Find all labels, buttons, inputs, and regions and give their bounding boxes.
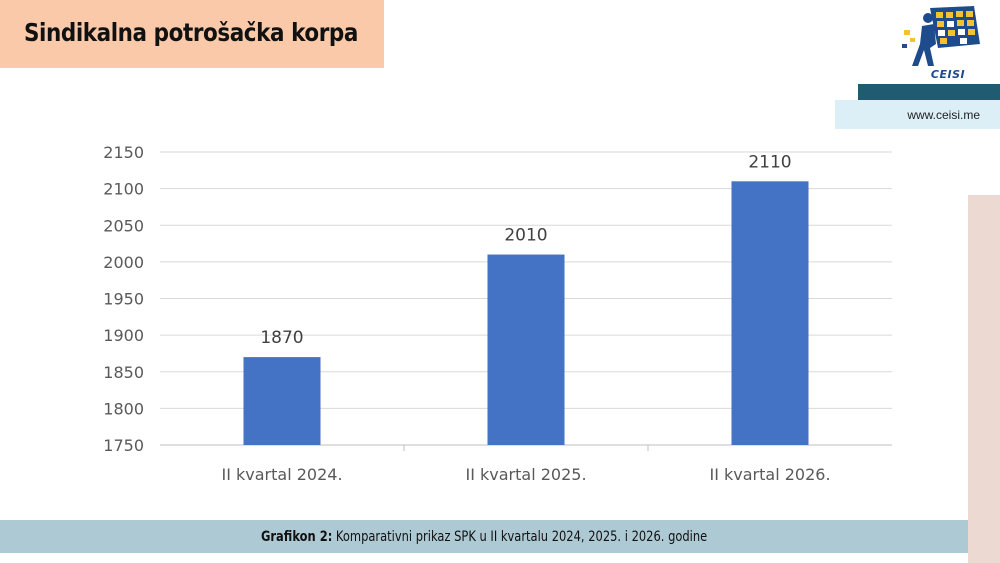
bar-data-label: 2110 [748, 152, 791, 172]
y-tick-label: 2150 [103, 143, 144, 162]
y-tick-label: 1950 [103, 290, 144, 309]
x-category-label: II kvartal 2026. [709, 465, 830, 484]
site-url[interactable]: www.ceisi.me [907, 108, 980, 122]
bar-data-label: 2010 [504, 226, 547, 246]
y-tick-label: 1800 [103, 399, 144, 418]
bar [243, 357, 321, 445]
title-banner: Sindikalna potrošačka korpa [0, 0, 384, 68]
logo-wordmark: CEISI [930, 68, 966, 81]
x-category-label: II kvartal 2024. [221, 465, 342, 484]
ceisi-logo-icon [902, 6, 980, 66]
data-labels: 1870 2010 2110 [260, 152, 791, 348]
bar [487, 254, 565, 445]
bar [731, 181, 809, 446]
caption-bar: Grafikon 2: Komparativni prikaz SPK u II… [0, 520, 968, 553]
caption-label: Grafikon 2: [260, 528, 333, 545]
caption-text: Komparativni prikaz SPK u II kvartalu 20… [335, 528, 708, 545]
bar-data-label: 1870 [260, 328, 303, 348]
side-decoration [968, 195, 1000, 563]
chart-bars [243, 181, 809, 446]
page-title: Sindikalna potrošačka korpa [24, 18, 358, 47]
header-accent-bar [858, 84, 1000, 102]
url-bar: www.ceisi.me [835, 100, 1000, 129]
y-tick-label: 2000 [103, 253, 144, 272]
y-tick-label: 1750 [103, 436, 144, 455]
chart-caption: Grafikon 2: Komparativni prikaz SPK u II… [261, 529, 707, 545]
x-category-label: II kvartal 2025. [465, 465, 586, 484]
y-tick-label: 2100 [103, 180, 144, 199]
y-tick-label: 1850 [103, 363, 144, 382]
y-tick-label: 2050 [103, 216, 144, 235]
y-axis-ticks: 1750 1800 1850 1900 1950 2000 2050 2100 2150 [103, 143, 144, 455]
y-tick-label: 1900 [103, 326, 144, 345]
x-axis-labels: II kvartal 2024. II kvartal 2025. II kvart… [221, 465, 830, 484]
